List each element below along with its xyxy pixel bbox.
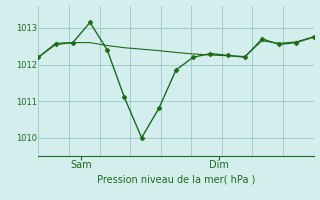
X-axis label: Pression niveau de la mer( hPa ): Pression niveau de la mer( hPa ) [97, 174, 255, 184]
